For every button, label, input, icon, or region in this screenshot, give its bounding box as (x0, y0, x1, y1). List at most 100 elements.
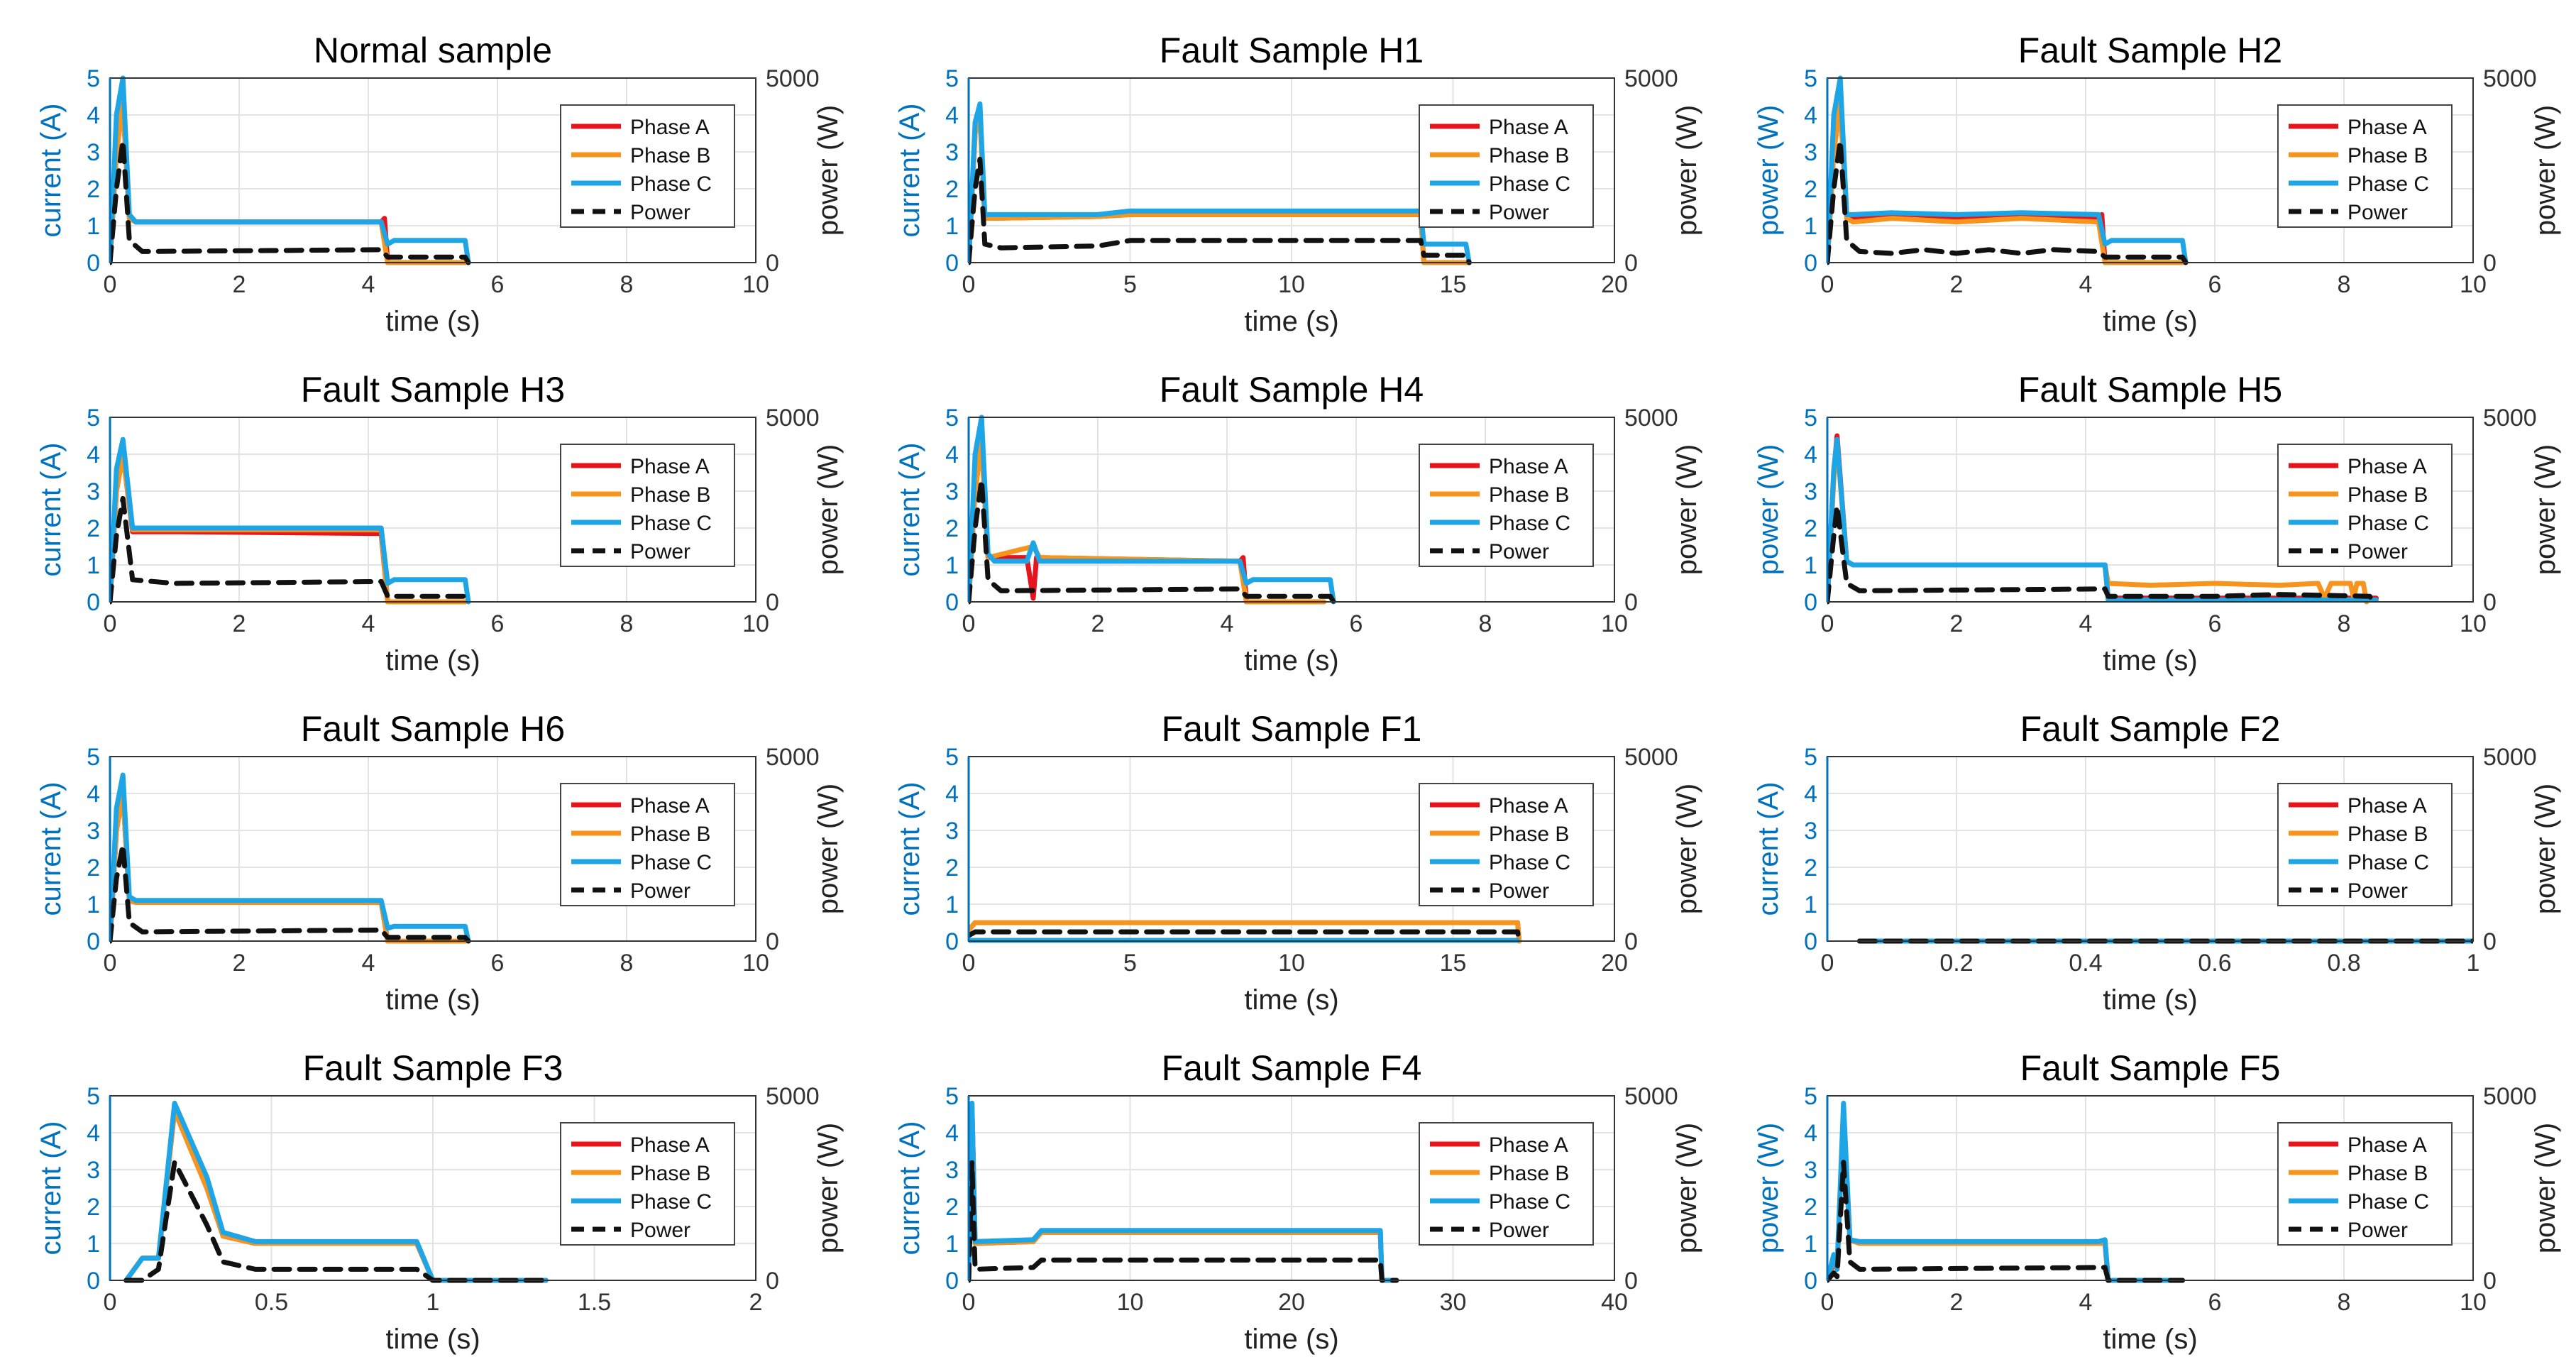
x-tick-label: 15 (1440, 950, 1467, 977)
series-line-power (969, 156, 1472, 265)
y-axis-label: current (A) (894, 1121, 925, 1256)
legend: Phase A Phase B Phase C Power (560, 783, 735, 906)
y-tick-label: 4 (1804, 441, 1817, 468)
chart-panel: 0 2 4 6 8 10 0 1 2 3 4 5 0 5000 Fault Sample H6 time (s… (0, 678, 859, 1018)
x-axis-label: time (s) (1244, 306, 1338, 337)
series-line-power (1827, 503, 2376, 605)
x-tick-label: 0.8 (2327, 950, 2360, 977)
legend-label: Power (630, 540, 690, 564)
chart-title: Fault Sample F4 (1162, 1048, 1422, 1088)
y-tick-label: 3 (1804, 139, 1817, 166)
y-tick-label: 2 (945, 176, 959, 203)
legend: Phase A Phase B Phase C Power (2277, 444, 2453, 567)
legend-label: Power (2347, 879, 2408, 903)
x-tick-label: 6 (491, 271, 505, 298)
y2-tick-label: 0 (2483, 250, 2497, 277)
chart-title: Fault Sample H6 (301, 709, 565, 749)
y-axis-label: power (W) (1753, 444, 1784, 575)
chart-title: Normal sample (314, 31, 552, 70)
y2-tick-label: 0 (766, 250, 779, 277)
x-tick-label: 2 (1950, 1289, 1964, 1316)
y-tick-label: 4 (87, 781, 100, 808)
x-axis-label: time (s) (1244, 1324, 1338, 1355)
y-tick-label: 3 (945, 818, 959, 845)
y-tick-label: 0 (1804, 1268, 1817, 1295)
y2-tick-label: 0 (766, 1268, 779, 1295)
legend-label: Power (2347, 1219, 2408, 1242)
y2-tick-label: 5000 (2483, 65, 2537, 92)
y-tick-label: 5 (87, 65, 100, 92)
series-line-power (123, 1160, 549, 1283)
y2-axis-label: power (W) (1671, 105, 1702, 236)
x-tick-label: 2 (233, 950, 246, 977)
y-tick-label: 4 (87, 102, 100, 129)
legend: Phase A Phase B Phase C Power (560, 104, 735, 228)
y-tick-label: 0 (945, 589, 959, 616)
y2-tick-label: 0 (1624, 1268, 1638, 1295)
y-tick-label: 0 (87, 589, 100, 616)
legend-label: Phase A (1489, 116, 1568, 139)
x-tick-label: 0 (962, 950, 976, 977)
series-line-phase-c (123, 1100, 549, 1283)
legend-label: Phase B (1489, 483, 1569, 507)
y-tick-label: 4 (87, 441, 100, 468)
y-axis-label: current (A) (35, 782, 67, 916)
legend: Phase A Phase B Phase C Power (1419, 1122, 1594, 1246)
series-line-phase-c (110, 436, 471, 605)
x-tick-label: 10 (1117, 1289, 1144, 1316)
y2-tick-label: 5000 (1624, 65, 1678, 92)
legend-label: Phase B (1489, 1162, 1569, 1185)
legend-label: Phase C (1489, 172, 1570, 196)
x-tick-label: 10 (742, 610, 769, 637)
legend-label: Power (1489, 1219, 1549, 1242)
chart-title: Fault Sample H2 (2018, 31, 2282, 70)
legend: Phase A Phase B Phase C Power (560, 444, 735, 567)
x-tick-label: 8 (2338, 271, 2351, 298)
y2-tick-label: 5000 (2483, 744, 2537, 771)
y-tick-label: 5 (1804, 65, 1817, 92)
legend-label: Power (630, 1219, 690, 1242)
y-tick-label: 3 (1804, 478, 1817, 505)
y2-axis-label: power (W) (813, 784, 844, 914)
chart-panel: 0 2 4 6 8 10 0 1 2 3 4 5 0 5000 Fault Sample F5 time (s… (1717, 1018, 2576, 1357)
y-tick-label: 5 (1804, 1083, 1817, 1110)
series-line-phase-c (969, 101, 1472, 265)
y-axis-label: current (A) (894, 443, 925, 577)
x-tick-label: 4 (362, 271, 375, 298)
x-tick-label: 20 (1601, 950, 1628, 977)
x-tick-label: 40 (1601, 1289, 1628, 1316)
chart-panel: 0 5 10 15 20 0 1 2 3 4 5 0 5000 Fault Sample H1 time (… (859, 0, 1717, 339)
y-tick-label: 0 (87, 1268, 100, 1295)
legend-label: Phase B (2347, 823, 2428, 846)
y-tick-label: 2 (1804, 515, 1817, 542)
x-tick-label: 6 (1350, 610, 1363, 637)
x-tick-label: 0 (104, 271, 117, 298)
x-tick-label: 6 (491, 610, 505, 637)
chart-panel: 0 10 20 30 40 0 1 2 3 4 5 0 5000 Fault Sample F4 time … (859, 1018, 1717, 1357)
legend-label: Phase B (1489, 823, 1569, 846)
y2-axis-label: power (W) (1671, 444, 1702, 575)
chart-panel: 0 5 10 15 20 0 1 2 3 4 5 0 5000 Fault Sample F1 time (… (859, 678, 1717, 1018)
y-tick-label: 0 (1804, 928, 1817, 955)
legend-label: Phase B (2347, 144, 2428, 167)
y-tick-label: 1 (1804, 213, 1817, 240)
chart-title: Fault Sample H3 (301, 370, 565, 410)
legend-label: Phase A (1489, 1133, 1568, 1157)
y-tick-label: 3 (945, 1157, 959, 1184)
y-tick-label: 3 (945, 139, 959, 166)
x-tick-label: 0 (962, 271, 976, 298)
x-axis-label: time (s) (385, 1324, 480, 1355)
legend-label: Phase C (1489, 851, 1570, 874)
y-tick-label: 1 (87, 213, 100, 240)
y2-tick-label: 0 (1624, 589, 1638, 616)
legend: Phase A Phase B Phase C Power (1419, 104, 1594, 228)
legend-label: Phase C (2347, 172, 2429, 196)
x-tick-label: 30 (1440, 1289, 1467, 1316)
series-line-power (969, 929, 1522, 944)
x-axis-label: time (s) (2103, 645, 2197, 676)
legend-label: Phase B (630, 823, 710, 846)
